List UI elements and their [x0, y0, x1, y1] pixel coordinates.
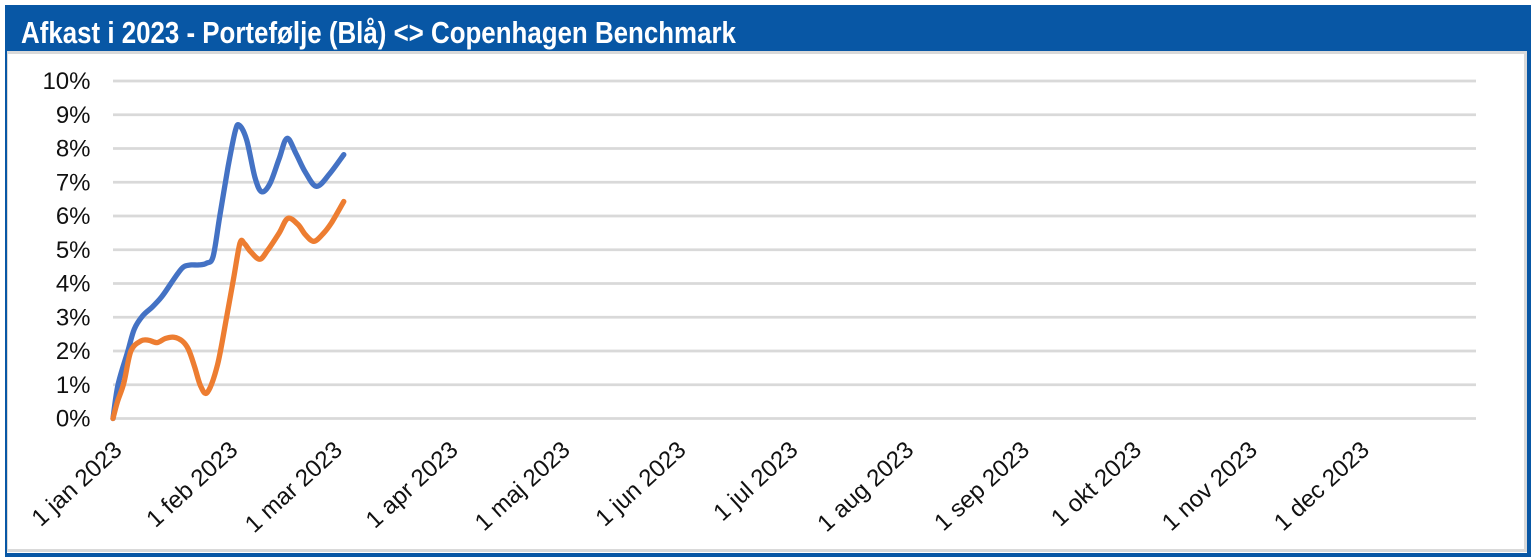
- svg-text:8%: 8%: [56, 136, 91, 163]
- svg-text:1 aug 2023: 1 aug 2023: [812, 436, 919, 537]
- svg-text:0%: 0%: [56, 406, 91, 433]
- svg-text:1 okt 2023: 1 okt 2023: [1046, 436, 1147, 532]
- svg-text:1 apr 2023: 1 apr 2023: [361, 436, 464, 533]
- svg-text:1 nov 2023: 1 nov 2023: [1157, 436, 1263, 536]
- svg-text:10%: 10%: [42, 68, 90, 95]
- svg-text:1 jul 2023: 1 jul 2023: [708, 436, 803, 526]
- svg-text:9%: 9%: [56, 102, 91, 129]
- svg-text:1 jan 2023: 1 jan 2023: [27, 436, 128, 532]
- svg-text:1 mar 2023: 1 mar 2023: [240, 436, 348, 538]
- svg-text:6%: 6%: [56, 203, 91, 230]
- svg-text:1 dec 2023: 1 dec 2023: [1269, 436, 1375, 536]
- svg-text:1%: 1%: [56, 372, 91, 399]
- svg-text:1 jun 2023: 1 jun 2023: [590, 436, 691, 532]
- svg-text:1 sep 2023: 1 sep 2023: [929, 436, 1035, 536]
- svg-text:1 feb 2023: 1 feb 2023: [141, 436, 243, 533]
- svg-text:1 maj 2023: 1 maj 2023: [470, 436, 576, 536]
- svg-text:7%: 7%: [56, 169, 91, 196]
- svg-text:5%: 5%: [56, 237, 91, 264]
- svg-text:4%: 4%: [56, 271, 91, 298]
- svg-text:2%: 2%: [56, 338, 91, 365]
- svg-text:3%: 3%: [56, 304, 91, 331]
